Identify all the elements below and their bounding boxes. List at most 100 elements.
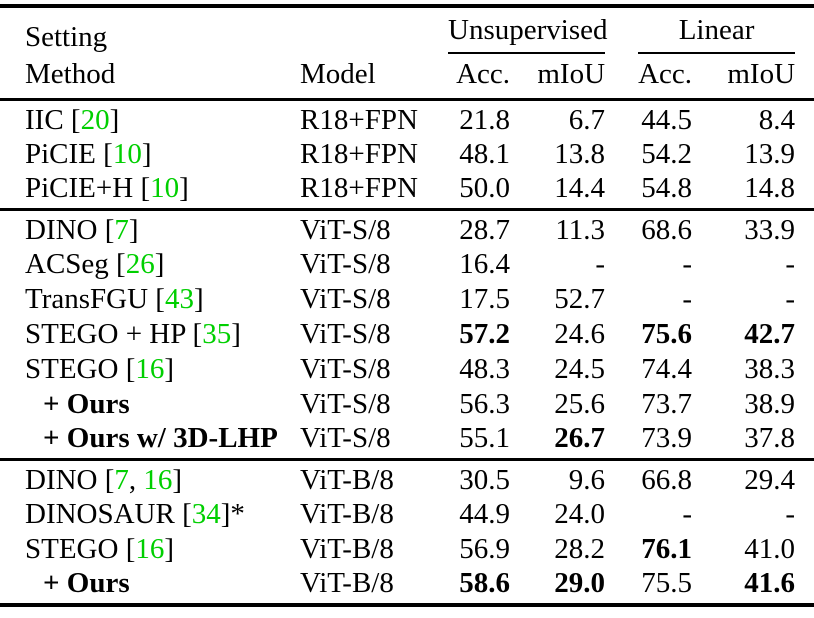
value-cell: 38.9 — [744, 387, 796, 420]
method-cell: ACSeg [26] — [0, 247, 300, 282]
value-cell: 38.3 — [744, 352, 796, 385]
value-cell: 57.2 — [459, 317, 511, 350]
value-cell: 68.6 — [641, 213, 693, 246]
value-cell: 54.8 — [641, 171, 693, 204]
value-cell: 56.9 — [459, 532, 511, 565]
value-cell: - — [682, 247, 693, 280]
method-text: ]* — [220, 497, 245, 530]
model-cell: R18+FPN — [300, 103, 418, 136]
value-cell: - — [682, 282, 693, 315]
value-cell: 25.6 — [554, 387, 606, 420]
citation-ref[interactable]: 20 — [80, 103, 110, 136]
model-column-header: Model — [300, 57, 376, 90]
method-text: IIC [ — [25, 103, 81, 136]
header-group-row: Setting Unsupervised Linear — [0, 6, 814, 54]
method-text: PiCIE+H [ — [25, 171, 151, 204]
header-column-row: Method Model Acc. mIoU Acc. mIoU — [0, 54, 814, 99]
group-linear: Linear — [605, 6, 814, 54]
method-cell: STEGO + HP [35] — [0, 317, 300, 352]
table-row: + Ours w/ 3D-LHP ViT-S/8 55.1 26.7 73.9 37.8 — [0, 422, 814, 460]
method-text: STEGO [ — [25, 532, 136, 565]
citation-ref[interactable]: 16 — [143, 463, 173, 496]
citation-ref[interactable]: 26 — [125, 247, 155, 280]
value-cell: 50.0 — [459, 171, 511, 204]
method-cell: IIC [20] — [0, 99, 300, 137]
table-row: IIC [20] R18+FPN 21.8 6.7 44.5 8.4 — [0, 99, 814, 137]
value-cell: - — [595, 247, 606, 280]
table-row: ACSeg [26] ViT-S/8 16.4- - - — [0, 247, 814, 282]
value-cell: 29.0 — [554, 566, 606, 599]
value-cell: 24.5 — [554, 352, 606, 385]
method-text: ] — [231, 317, 241, 350]
value-cell: 24.0 — [554, 497, 606, 530]
value-cell: 54.2 — [641, 137, 693, 170]
value-cell: 56.3 — [459, 387, 511, 420]
method-text: ] — [141, 137, 152, 170]
citation-ref[interactable]: 16 — [135, 352, 165, 385]
value-cell: 75.5 — [641, 566, 693, 599]
method-text: ] — [128, 213, 139, 246]
value-cell: 75.6 — [641, 317, 693, 350]
method-text: + Ours w/ 3D-LHP — [43, 421, 278, 454]
method-text: STEGO [ — [25, 352, 136, 385]
model-cell: ViT-S/8 — [300, 247, 391, 280]
method-text: ] — [109, 103, 120, 136]
value-cell: - — [785, 247, 796, 280]
table-header: Setting Unsupervised Linear Method Model… — [0, 6, 814, 99]
citation-ref[interactable]: 43 — [164, 282, 194, 315]
method-text: + Ours — [43, 387, 130, 420]
table-row: + Ours ViT-B/8 58.6 29.0 75.5 41.6 — [0, 567, 814, 605]
value-cell: 44.5 — [641, 103, 693, 136]
method-text: , — [128, 463, 144, 496]
value-cell: 13.8 — [554, 137, 606, 170]
value-cell: 8.4 — [758, 103, 796, 136]
citation-ref[interactable]: 10 — [112, 137, 142, 170]
method-text: ACSeg [ — [25, 247, 126, 280]
method-text: PiCIE [ — [25, 137, 113, 170]
value-cell: 44.9 — [459, 497, 511, 530]
method-cell: TransFGU [43] — [0, 282, 300, 317]
value-cell: - — [785, 497, 796, 530]
table-section: DINO [7, 16] ViT-B/8 30.5 9.6 66.8 29.4 DINOSA… — [0, 459, 814, 605]
citation-ref[interactable]: 16 — [135, 532, 165, 565]
table-section: DINO [7] ViT-S/8 28.7 11.3 68.6 33.9 ACSeg [26… — [0, 209, 814, 459]
value-cell: 74.4 — [641, 352, 693, 385]
value-cell: 9.6 — [568, 463, 606, 496]
table-row: PiCIE+H [10] R18+FPN 50.0 14.4 54.8 14.8 — [0, 172, 814, 210]
table-row: DINO [7] ViT-S/8 28.7 11.3 68.6 33.9 — [0, 209, 814, 247]
results-table: Setting Unsupervised Linear Method Model… — [0, 4, 814, 607]
table-section: IIC [20] R18+FPN 21.8 6.7 44.5 8.4 PiCIE [10] R… — [0, 99, 814, 209]
model-cell: ViT-S/8 — [300, 213, 391, 246]
value-cell: 17.5 — [459, 282, 511, 315]
citation-ref[interactable]: 7 — [114, 213, 129, 246]
model-cell: ViT-B/8 — [300, 566, 394, 599]
method-column-header: Method — [25, 57, 116, 90]
method-text: + Ours — [43, 566, 130, 599]
citation-ref[interactable]: 35 — [202, 317, 232, 350]
table-row: DINO [7, 16] ViT-B/8 30.5 9.6 66.8 29.4 — [0, 459, 814, 497]
value-cell: 24.6 — [554, 317, 606, 350]
table-row: STEGO + HP [35] ViT-S/8 57.2 24.6 75.6 42.7 — [0, 317, 814, 352]
citation-ref[interactable]: 7 — [114, 463, 129, 496]
value-cell: 73.7 — [641, 387, 693, 420]
method-text: TransFGU [ — [25, 282, 165, 315]
citation-ref[interactable]: 34 — [191, 497, 221, 530]
table-row: STEGO [16] ViT-S/8 48.3 24.5 74.4 38.3 — [0, 352, 814, 387]
value-cell: 52.7 — [554, 282, 606, 315]
value-cell: 37.8 — [744, 421, 796, 454]
value-cell: 58.6 — [459, 566, 511, 599]
model-cell: ViT-S/8 — [300, 317, 391, 350]
group-unsupervised-label: Unsupervised — [448, 14, 608, 54]
value-cell: 41.6 — [744, 566, 796, 599]
unsup-miou-column-header: mIoU — [537, 57, 606, 90]
table-row: DINOSAUR [34]* ViT-B/8 44.9 24.0- - — [0, 497, 814, 532]
model-cell: ViT-S/8 — [300, 387, 391, 420]
model-cell: R18+FPN — [300, 171, 418, 204]
method-text: DINOSAUR [ — [25, 497, 192, 530]
value-cell: 29.4 — [744, 463, 796, 496]
table-row: TransFGU [43] ViT-S/8 17.5 52.7- - — [0, 282, 814, 317]
method-cell: STEGO [16] — [0, 532, 300, 567]
citation-ref[interactable]: 10 — [150, 171, 180, 204]
model-cell: ViT-B/8 — [300, 463, 394, 496]
method-text: DINO [ — [25, 213, 115, 246]
